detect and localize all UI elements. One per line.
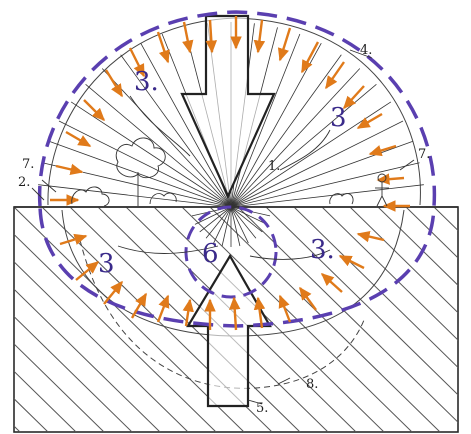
hatch-line [293, 207, 458, 369]
radial-line [85, 84, 232, 208]
force-arrow [368, 144, 397, 157]
force-arrow [55, 163, 84, 176]
radial-line-lower [230, 206, 241, 247]
hatch-line [462, 207, 471, 432]
hatch-line [349, 207, 458, 314]
radial-line [140, 42, 232, 208]
radial-line-lower [205, 206, 232, 239]
hatch-line [14, 288, 161, 432]
hatch-line [153, 207, 385, 432]
force-arrow [356, 230, 385, 243]
force-arrow [253, 296, 266, 329]
ground-hatching [14, 207, 471, 432]
hatch-line [14, 233, 217, 432]
zone-label-upper-left: 3. [134, 67, 159, 97]
force-arrow [65, 130, 92, 148]
force-arrow [156, 31, 170, 64]
radial-line [230, 68, 361, 208]
hatch-line [321, 207, 458, 341]
hatch-line [14, 207, 245, 432]
zone-label-lower-right: 3. [310, 235, 335, 265]
force-arrow [299, 286, 317, 311]
radial-line [38, 184, 232, 208]
hatch-line [265, 207, 458, 396]
force-arrow [278, 294, 292, 323]
force-arrow [300, 41, 320, 74]
force-arrow [253, 19, 266, 54]
label-1: 1. [268, 159, 280, 174]
force-arrow [156, 294, 170, 323]
force-arrow [338, 254, 365, 270]
hatch-line [69, 207, 301, 432]
tree-sketch [115, 137, 166, 206]
radial-line [230, 33, 301, 208]
radial-line-lower [194, 206, 232, 225]
force-arrow [320, 273, 343, 293]
radial-line [230, 184, 424, 208]
outer-dome-dashed [37, 10, 437, 328]
radial-line-lower [199, 206, 232, 233]
force-arrow [130, 292, 148, 319]
force-arrow [205, 19, 218, 54]
radial-line [101, 68, 232, 208]
label-2: 2. [18, 175, 30, 190]
hatch-line [237, 207, 458, 423]
hatch-line [433, 207, 458, 232]
hatch-line [209, 207, 441, 432]
leader-lines [31, 49, 415, 405]
hatch-line [14, 343, 105, 432]
force-arrow [376, 173, 405, 185]
human-figure-sketch [375, 173, 389, 207]
radial-line-lower [230, 206, 268, 225]
force-arrows [50, 16, 410, 331]
force-arrow [343, 85, 365, 110]
radial-line-lower [230, 206, 263, 233]
force-arrow [59, 233, 88, 246]
force-arrow [277, 27, 292, 62]
zone-label-lower-left: 3 [98, 249, 115, 279]
force-arrow [182, 21, 194, 54]
hatch-line [14, 370, 77, 432]
upper-hollow-arrow [180, 14, 276, 199]
lower-hollow-arrow [186, 253, 272, 408]
force-arrow [104, 69, 124, 98]
label-5: 5. [256, 401, 268, 416]
label-4: 4. [360, 43, 372, 58]
force-arrow [103, 280, 123, 305]
label-7-left: 7. [22, 157, 34, 172]
hatch-line [14, 261, 189, 432]
radial-line [120, 54, 232, 208]
zone-label-upper-right: 3 [330, 103, 347, 133]
force-arrow [83, 99, 106, 122]
force-arrow [228, 296, 241, 331]
label-7-right: 7. [418, 147, 430, 162]
radial-line [230, 162, 420, 208]
radial-line-lower [213, 206, 232, 244]
radial-line-lower [230, 206, 257, 239]
force-arrow [356, 112, 383, 130]
radial-line [230, 120, 404, 208]
radial-line [230, 141, 413, 208]
radial-line [49, 141, 232, 208]
hatch-line [405, 207, 458, 259]
force-arrow [182, 298, 194, 327]
zone-label-6: 6 [202, 239, 219, 269]
force-arrow [325, 61, 345, 90]
hatch-line [377, 207, 458, 286]
radial-line [230, 54, 342, 208]
radial-line-lower [221, 206, 232, 247]
hatch-line [14, 315, 133, 432]
force-arrow [75, 261, 100, 281]
radial-line-lower [230, 206, 249, 244]
bush-sketch [71, 186, 354, 207]
label-8: 8. [306, 377, 318, 392]
force-arrow [128, 47, 146, 78]
